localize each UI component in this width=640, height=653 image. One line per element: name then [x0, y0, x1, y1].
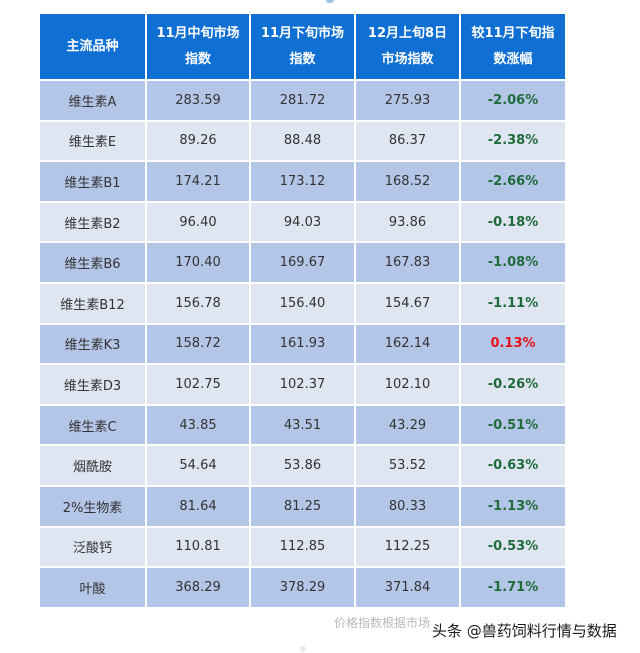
- variety-cell: 维生素B1: [40, 161, 147, 203]
- change-cell: -1.71%: [460, 567, 565, 609]
- late-nov-cell: 112.85: [250, 526, 356, 569]
- early-dec-cell: 112.25: [355, 526, 461, 569]
- mid-nov-cell: 89.26: [146, 120, 251, 163]
- variety-cell: 维生素C: [40, 404, 147, 447]
- late-nov-cell: 161.93: [250, 323, 356, 366]
- change-cell: -0.26%: [460, 364, 565, 406]
- variety-cell: 维生素K3: [40, 323, 147, 366]
- change-cell: -0.18%: [460, 201, 565, 244]
- top-decoration: [326, 0, 334, 3]
- table-row: 维生素B6 170.40 169.67 167.83 -1.08%: [40, 242, 565, 284]
- variety-cell: 维生素D3: [40, 364, 147, 406]
- table-row: 泛酸钙 110.81 112.85 112.25 -0.53%: [40, 526, 565, 569]
- mid-nov-cell: 158.72: [146, 323, 251, 366]
- table-row: 2%生物素 81.64 81.25 80.33 -1.13%: [40, 485, 565, 528]
- header-early-dec-index: 12月上旬8日市场指数: [355, 14, 461, 81]
- late-nov-cell: 88.48: [250, 120, 356, 163]
- early-dec-cell: 167.83: [355, 242, 461, 284]
- early-dec-cell: 162.14: [355, 323, 461, 366]
- late-nov-cell: 94.03: [250, 201, 356, 244]
- early-dec-cell: 275.93: [355, 80, 461, 122]
- table-row: 维生素B1 174.21 173.12 168.52 -2.66%: [40, 161, 565, 203]
- change-cell: -1.13%: [460, 485, 565, 528]
- mid-nov-cell: 368.29: [146, 567, 251, 609]
- change-cell: -0.51%: [460, 404, 565, 447]
- footer-note: 价格指数根据市场: [334, 616, 431, 630]
- change-cell: -2.38%: [460, 120, 565, 163]
- late-nov-cell: 102.37: [250, 364, 356, 406]
- early-dec-cell: 154.67: [355, 282, 461, 325]
- variety-cell: 叶酸: [40, 567, 147, 609]
- early-dec-cell: 371.84: [355, 567, 461, 609]
- mid-nov-cell: 81.64: [146, 485, 251, 528]
- early-dec-cell: 93.86: [355, 201, 461, 244]
- variety-cell: 维生素E: [40, 120, 147, 163]
- change-cell: -1.08%: [460, 242, 565, 284]
- early-dec-cell: 43.29: [355, 404, 461, 447]
- mid-nov-cell: 43.85: [146, 404, 251, 447]
- change-cell: -2.66%: [460, 161, 565, 203]
- late-nov-cell: 81.25: [250, 485, 356, 528]
- price-index-table: 主流品种 11月中旬市场指数 11月下旬市场指数 12月上旬8日市场指数 较11…: [40, 14, 565, 609]
- header-change: 较11月下旬指数涨幅: [460, 14, 565, 81]
- late-nov-cell: 53.86: [250, 445, 356, 487]
- table-row: 烟酰胺 54.64 53.86 53.52 -0.63%: [40, 445, 565, 487]
- table-body: 维生素A 283.59 281.72 275.93 -2.06% 维生素E 89…: [40, 80, 565, 609]
- table-row: 维生素B12 156.78 156.40 154.67 -1.11%: [40, 282, 565, 325]
- early-dec-cell: 102.10: [355, 364, 461, 406]
- bottom-decoration: [300, 646, 306, 652]
- header-mid-nov-index: 11月中旬市场指数: [146, 14, 251, 81]
- variety-cell: 维生素B12: [40, 282, 147, 325]
- mid-nov-cell: 110.81: [146, 526, 251, 569]
- mid-nov-cell: 96.40: [146, 201, 251, 244]
- variety-cell: 维生素B6: [40, 242, 147, 284]
- mid-nov-cell: 54.64: [146, 445, 251, 487]
- table-row: 维生素K3 158.72 161.93 162.14 0.13%: [40, 323, 565, 366]
- table-row: 叶酸 368.29 378.29 371.84 -1.71%: [40, 567, 565, 609]
- price-index-table-wrapper: 主流品种 11月中旬市场指数 11月下旬市场指数 12月上旬8日市场指数 较11…: [40, 14, 565, 609]
- late-nov-cell: 173.12: [250, 161, 356, 203]
- early-dec-cell: 168.52: [355, 161, 461, 203]
- table-row: 维生素A 283.59 281.72 275.93 -2.06%: [40, 80, 565, 122]
- mid-nov-cell: 283.59: [146, 80, 251, 122]
- late-nov-cell: 43.51: [250, 404, 356, 447]
- table-row: 维生素E 89.26 88.48 86.37 -2.38%: [40, 120, 565, 163]
- early-dec-cell: 80.33: [355, 485, 461, 528]
- late-nov-cell: 281.72: [250, 80, 356, 122]
- early-dec-cell: 53.52: [355, 445, 461, 487]
- change-cell: -1.11%: [460, 282, 565, 325]
- header-variety: 主流品种: [40, 14, 147, 81]
- variety-cell: 2%生物素: [40, 485, 147, 528]
- source-brand: 头条 @兽药饲料行情与数据: [432, 622, 617, 640]
- mid-nov-cell: 156.78: [146, 282, 251, 325]
- header-late-nov-index: 11月下旬市场指数: [250, 14, 356, 81]
- late-nov-cell: 169.67: [250, 242, 356, 284]
- table-row: 维生素C 43.85 43.51 43.29 -0.51%: [40, 404, 565, 447]
- table-row: 维生素B2 96.40 94.03 93.86 -0.18%: [40, 201, 565, 244]
- variety-cell: 烟酰胺: [40, 445, 147, 487]
- variety-cell: 维生素A: [40, 80, 147, 122]
- late-nov-cell: 156.40: [250, 282, 356, 325]
- change-cell: -0.63%: [460, 445, 565, 487]
- table-row: 维生素D3 102.75 102.37 102.10 -0.26%: [40, 364, 565, 406]
- change-cell: -0.53%: [460, 526, 565, 569]
- variety-cell: 泛酸钙: [40, 526, 147, 569]
- late-nov-cell: 378.29: [250, 567, 356, 609]
- early-dec-cell: 86.37: [355, 120, 461, 163]
- change-cell: 0.13%: [460, 323, 565, 366]
- mid-nov-cell: 174.21: [146, 161, 251, 203]
- mid-nov-cell: 170.40: [146, 242, 251, 284]
- variety-cell: 维生素B2: [40, 201, 147, 244]
- change-cell: -2.06%: [460, 80, 565, 122]
- mid-nov-cell: 102.75: [146, 364, 251, 406]
- table-header-row: 主流品种 11月中旬市场指数 11月下旬市场指数 12月上旬8日市场指数 较11…: [40, 14, 565, 81]
